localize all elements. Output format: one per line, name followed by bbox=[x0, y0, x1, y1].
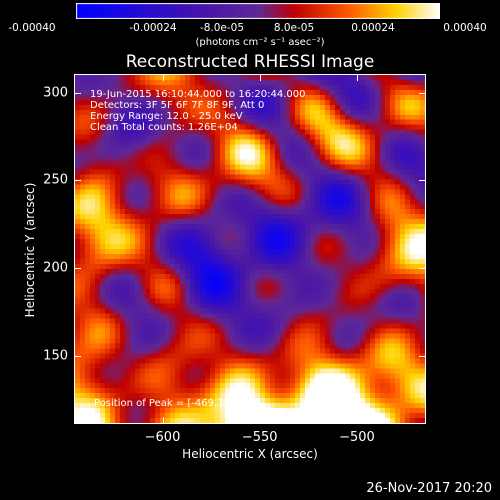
heatmap-image bbox=[75, 75, 425, 423]
colorbar-tick-label: 0.00040 bbox=[443, 22, 487, 34]
colorbar-tick-label: -0.00040 bbox=[8, 22, 56, 34]
x-tick-mark bbox=[356, 417, 358, 423]
colorbar-tick-label: -8.0e-05 bbox=[199, 22, 245, 34]
time-range-annotation: 19-Jun-2015 16:10:44.000 to 16:20:44.000 bbox=[90, 89, 306, 100]
y-tick-mark bbox=[419, 268, 425, 270]
plot-area: 19-Jun-2015 16:10:44.000 to 16:20:44.000… bbox=[74, 74, 426, 424]
clean-counts-annotation: Clean Total counts: 1.26E+04 bbox=[90, 122, 238, 133]
x-tick-label: −550 bbox=[241, 430, 278, 445]
colorbar-tick-label: 0.00024 bbox=[351, 22, 395, 34]
colorbar bbox=[76, 3, 440, 19]
x-tick-label: −600 bbox=[144, 430, 181, 445]
y-tick-mark bbox=[419, 356, 425, 358]
colorbar-units-label: (photons cm⁻² s⁻¹ asec⁻²) bbox=[195, 37, 325, 48]
y-tick-label: 200 bbox=[43, 260, 68, 276]
y-tick-mark bbox=[419, 92, 425, 94]
x-tick-mark bbox=[356, 75, 358, 81]
y-tick-label: 150 bbox=[43, 348, 68, 364]
x-tick-label: −500 bbox=[339, 430, 375, 445]
y-axis-label: Heliocentric Y (arcsec) bbox=[23, 182, 37, 318]
detectors-annotation: Detectors: 3F 5F 6F 7F 8F 9F, Att 0 bbox=[90, 100, 265, 111]
y-tick-mark bbox=[75, 92, 81, 94]
chart-title: Reconstructed RHESSI Image bbox=[125, 52, 375, 72]
y-tick-label: 300 bbox=[43, 85, 68, 101]
x-tick-mark bbox=[259, 75, 261, 81]
y-tick-mark bbox=[75, 268, 81, 270]
x-tick-mark bbox=[162, 75, 164, 81]
peak-position-annotation: Position of Peak = [-469,144] bbox=[94, 398, 241, 409]
x-tick-mark bbox=[162, 417, 164, 423]
x-tick-mark bbox=[259, 417, 261, 423]
timestamp: 26-Nov-2017 20:20 bbox=[366, 481, 492, 496]
colorbar-tick-label: -0.00024 bbox=[129, 22, 177, 34]
colorbar-tick-label: 8.0e-05 bbox=[273, 22, 315, 34]
y-tick-mark bbox=[419, 180, 425, 182]
y-tick-mark bbox=[75, 356, 81, 358]
x-axis-label: Heliocentric X (arcsec) bbox=[182, 447, 318, 461]
y-tick-mark bbox=[75, 180, 81, 182]
y-tick-label: 250 bbox=[43, 172, 68, 188]
energy-range-annotation: Energy Range: 12.0 - 25.0 keV bbox=[90, 111, 243, 122]
